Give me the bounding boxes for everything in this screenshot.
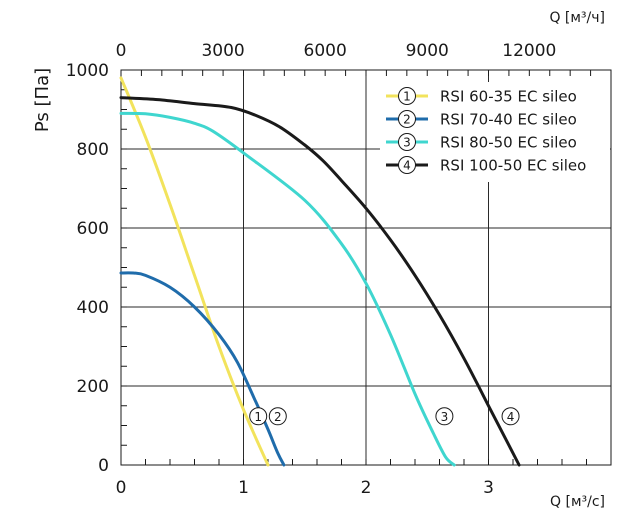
x2-tick-label: 6000: [304, 41, 347, 61]
legend-label: RSI 80-50 EC sileo: [440, 134, 577, 152]
x2-tick-label: 0: [116, 41, 127, 61]
legend-label: RSI 70-40 EC sileo: [440, 111, 577, 129]
series-line-1: [119, 76, 270, 467]
legend-marker-number: 3: [403, 136, 411, 150]
marker-circle: [249, 407, 268, 426]
x2-axis-label: Q [м³/ч]: [549, 10, 605, 26]
x-tick-label: 3: [483, 478, 494, 498]
y-tick-label: 800: [77, 140, 109, 160]
y-tick-labels: 0 200 400 600 800 1000: [66, 61, 109, 476]
legend-marker-number: 1: [403, 90, 411, 104]
legend-marker-circle: [398, 156, 416, 174]
x2-tick-label: 3000: [201, 41, 244, 61]
y-axis-label: Ps [Па]: [32, 68, 53, 132]
y-tick-label: 1000: [66, 61, 109, 81]
legend-entry-1: 1 RSI 60-35 EC sileo: [386, 87, 577, 106]
marker-number: 3: [441, 410, 449, 424]
minor-ticks: [120, 69, 612, 466]
y-tick-label: 0: [98, 456, 109, 476]
legend-marker-number: 4: [403, 159, 411, 173]
x-tick-label: 1: [238, 478, 249, 498]
legend-marker-circle: [398, 133, 416, 151]
marker-number: 2: [274, 410, 282, 424]
legend-entry-4: 4 RSI 100-50 EC sileo: [386, 156, 586, 175]
x-tick-label: 0: [116, 478, 127, 498]
x-axis-label: Q [м³/с]: [550, 494, 605, 510]
series-line-2: [119, 271, 286, 467]
y-tick-label: 600: [77, 219, 109, 239]
curve-marker-3: 3: [435, 407, 454, 426]
y-tick-label: 400: [77, 298, 109, 318]
x-tick-label: 2: [361, 478, 372, 498]
series-line-3: [119, 111, 456, 467]
marker-number: 1: [254, 410, 262, 424]
marker-number: 4: [507, 410, 515, 424]
curves: [119, 76, 521, 467]
x2-tick-label: 9000: [406, 41, 449, 61]
plot-frame: [120, 69, 612, 466]
x2-tick-label: 12000: [502, 41, 556, 61]
legend-marker-number: 2: [403, 113, 411, 127]
marker-circle: [268, 407, 287, 426]
legend-entry-3: 3 RSI 80-50 EC sileo: [386, 133, 577, 152]
marker-circle: [435, 407, 454, 426]
legend-label: RSI 60-35 EC sileo: [440, 88, 577, 106]
x2-tick-labels: 0 3000 6000 9000 12000: [116, 41, 557, 61]
legend-marker-circle: [398, 110, 416, 128]
curve-marker-4: 4: [501, 407, 520, 426]
legend-label: RSI 100-50 EC sileo: [440, 157, 586, 175]
marker-circle: [501, 407, 520, 426]
curve-marker-2: 2: [268, 407, 287, 426]
curve-marker-1: 1: [249, 407, 268, 426]
y-tick-label: 200: [77, 377, 109, 397]
series-line-4: [119, 96, 521, 467]
legend-marker-circle: [398, 87, 416, 105]
legend-entry-2: 2 RSI 70-40 EC sileo: [386, 110, 577, 129]
x-tick-labels: 0 1 2 3: [116, 478, 494, 498]
legend: 1 RSI 60-35 EC sileo 2 RSI 70-40 EC sileo 3 R…: [380, 82, 610, 182]
